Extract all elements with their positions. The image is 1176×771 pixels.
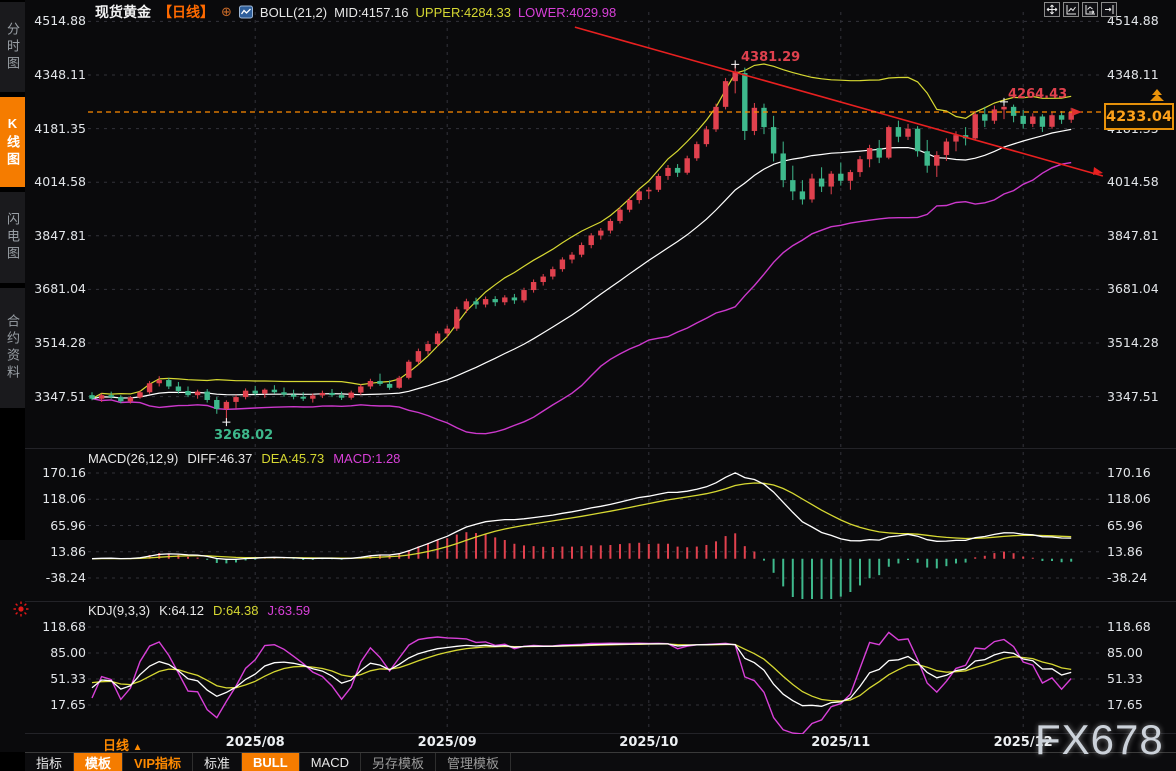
price-axis-label-right: 4348.11 [1107, 67, 1159, 82]
price-axis-label-left: 3681.04 [34, 281, 86, 297]
price-axis-label-left: 4181.35 [34, 120, 86, 136]
macd-axis-label-left: 170.16 [42, 465, 86, 480]
kdj-axis-label-left: 85.00 [50, 645, 86, 660]
period-arrow-icon: ▲ [132, 742, 143, 753]
bottom-toolbar: 指标 模板 VIP指标 标准 BULL MACD 另存模板 管理模板 [25, 752, 1176, 771]
price-axis-label-right: 3847.81 [1107, 227, 1159, 243]
boll-upper-value: UPPER:4284.33 [415, 4, 511, 20]
kdj-axis-label-right: 118.68 [1107, 619, 1151, 634]
chart-tool-buttons [1044, 2, 1117, 17]
kdj-axis-label-right: 51.33 [1107, 670, 1143, 686]
price-axis-label-left: 3847.81 [34, 227, 86, 243]
kdj-d-value: D:64.38 [212, 603, 259, 618]
price-axis-label-right: 4014.58 [1107, 174, 1159, 190]
bottombar-item-4[interactable]: 标准 [193, 753, 243, 771]
boll-mid-value: MID:4157.16 [334, 4, 409, 20]
alert-icon [12, 600, 30, 623]
bottombar-corner [0, 752, 25, 771]
price-axis-label-left: 4014.58 [34, 174, 86, 190]
bottombar-item-8[interactable]: 管理模板 [436, 753, 511, 771]
expand-icon[interactable]: ⊕ [221, 4, 232, 19]
bottombar-item-3[interactable]: VIP指标 [123, 753, 193, 771]
bottombar-item-7[interactable]: 另存模板 [361, 753, 436, 771]
price-axis-label-left: 4514.88 [34, 13, 86, 29]
symbol-name: 现货黄金 [95, 4, 151, 20]
macd-hist-value: MACD:1.28 [333, 451, 401, 466]
macd-axis-label-left: -38.24 [45, 570, 86, 585]
x-axis-month-label: 2025/12 [993, 735, 1053, 750]
kdj-k-value: K:64.12 [159, 603, 204, 618]
kdj-axis-label-left: 118.68 [42, 619, 86, 634]
goto-latest-icon[interactable] [1101, 2, 1117, 17]
kdj-axis-label-right: 17.65 [1107, 697, 1143, 712]
macd-axis-label-right: 65.96 [1107, 517, 1143, 533]
sidebar-tab-4[interactable]: 合约资料 [0, 288, 25, 408]
bottombar-item-6[interactable]: MACD [300, 753, 361, 771]
sidebar-tab-3[interactable]: 闪电图 [0, 192, 25, 283]
price-axis-label-left: 4348.11 [34, 67, 86, 82]
price-axis-label-right: 3514.28 [1107, 334, 1159, 350]
last-price-box[interactable]: 4233.04 [1104, 103, 1174, 130]
sidebar-tab-1[interactable]: 分时图 [0, 2, 25, 92]
macd-panel-header: MACD(26,12,9) DIFF:46.37 DEA:45.73 MACD:… [88, 451, 400, 466]
price-axis-label-left: 3514.28 [34, 334, 86, 350]
price-axis-label-right: 4514.88 [1107, 13, 1159, 29]
macd-dea-value: DEA:45.73 [261, 451, 325, 466]
price-axis-label-left: 3347.51 [34, 388, 86, 404]
scale-axis-icon[interactable] [1063, 2, 1079, 17]
price-axis-label-right: 3681.04 [1107, 281, 1159, 297]
sidebar-tab-2[interactable]: K线图 [0, 97, 25, 187]
bottombar-item-2[interactable]: 模板 [74, 753, 124, 771]
recent-high-annotation: 4264.43 [1008, 87, 1068, 102]
macd-diff-value: DIFF:46.37 [187, 451, 253, 466]
period-tag: 【日线】 [158, 4, 214, 20]
boll-lower-value: LOWER:4029.98 [517, 4, 617, 20]
price-axis-label-right: 3347.51 [1107, 388, 1159, 404]
kdj-title: KDJ(9,3,3) [88, 603, 151, 618]
macd-axis-label-left: 118.06 [42, 491, 86, 507]
bottombar-item-5[interactable]: BULL [242, 753, 300, 771]
kdj-axis-label-right: 85.00 [1107, 645, 1143, 660]
bottombar-item-1[interactable]: 指标 [25, 753, 75, 771]
x-axis-month-label: 2025/10 [619, 735, 679, 750]
high-price-annotation: 4381.29 [741, 50, 801, 65]
kdj-j-value: J:63.59 [267, 603, 311, 618]
macd-axis-label-right: 118.06 [1107, 491, 1151, 507]
macd-axis-label-right: -38.24 [1107, 570, 1148, 585]
x-axis-month-label: 2025/11 [811, 735, 871, 750]
macd-title: MACD(26,12,9) [88, 451, 179, 466]
macd-axis-label-left: 13.86 [50, 543, 86, 559]
kdj-axis-label-left: 51.33 [50, 670, 86, 686]
macd-axis-label-right: 13.86 [1107, 543, 1143, 559]
boll-label: BOLL(21,2) [259, 4, 328, 20]
low-price-annotation: 3268.02 [214, 428, 274, 443]
x-axis-month-label: 2025/08 [225, 735, 285, 750]
shift-axis-icon[interactable] [1082, 2, 1098, 17]
indicator-icon[interactable] [238, 5, 253, 19]
kdj-axis-label-left: 17.65 [50, 697, 86, 712]
x-axis-month-label: 2025/09 [417, 735, 477, 750]
macd-axis-label-left: 65.96 [50, 517, 86, 533]
period-label: 日线 [103, 738, 130, 753]
macd-axis-label-right: 170.16 [1107, 465, 1151, 480]
crosshair-icon[interactable] [1044, 2, 1060, 17]
period-selector[interactable]: 日线 ▲ [103, 735, 143, 754]
chart-header: 现货黄金 【日线】 ⊕ BOLL(21,2) MID:4157.16 UPPER… [95, 3, 616, 21]
kdj-panel-header: KDJ(9,3,3) K:64.12 D:64.38 J:63.59 [88, 603, 310, 618]
